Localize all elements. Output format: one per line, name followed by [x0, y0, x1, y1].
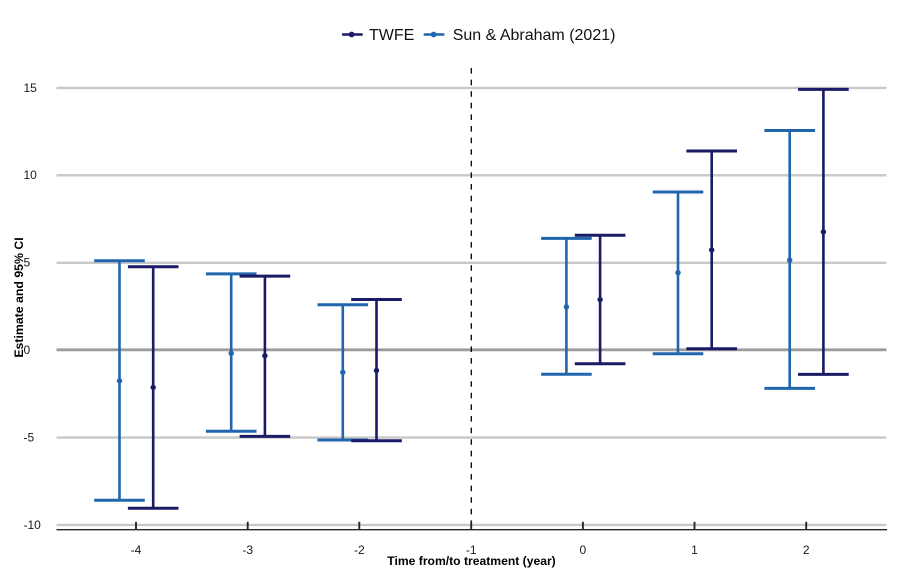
svg-text:TWFE: TWFE [369, 27, 414, 44]
svg-text:2: 2 [803, 543, 810, 557]
svg-text:0: 0 [580, 543, 587, 557]
svg-text:Sun & Abraham (2021): Sun & Abraham (2021) [453, 27, 616, 44]
svg-text:5: 5 [24, 256, 31, 270]
svg-text:10: 10 [24, 168, 38, 182]
svg-text:-5: -5 [24, 430, 35, 444]
svg-text:0: 0 [24, 343, 31, 357]
svg-text:15: 15 [24, 81, 38, 95]
svg-text:-2: -2 [354, 543, 365, 557]
svg-text:-4: -4 [131, 543, 142, 557]
svg-text:-1: -1 [466, 543, 477, 557]
svg-text:-10: -10 [24, 518, 42, 532]
svg-text:Estimate and 95% CI: Estimate and 95% CI [12, 237, 26, 357]
svg-text:-3: -3 [242, 543, 253, 557]
svg-text:Time from/to treatment (year): Time from/to treatment (year) [387, 554, 555, 568]
svg-text:1: 1 [691, 543, 698, 557]
